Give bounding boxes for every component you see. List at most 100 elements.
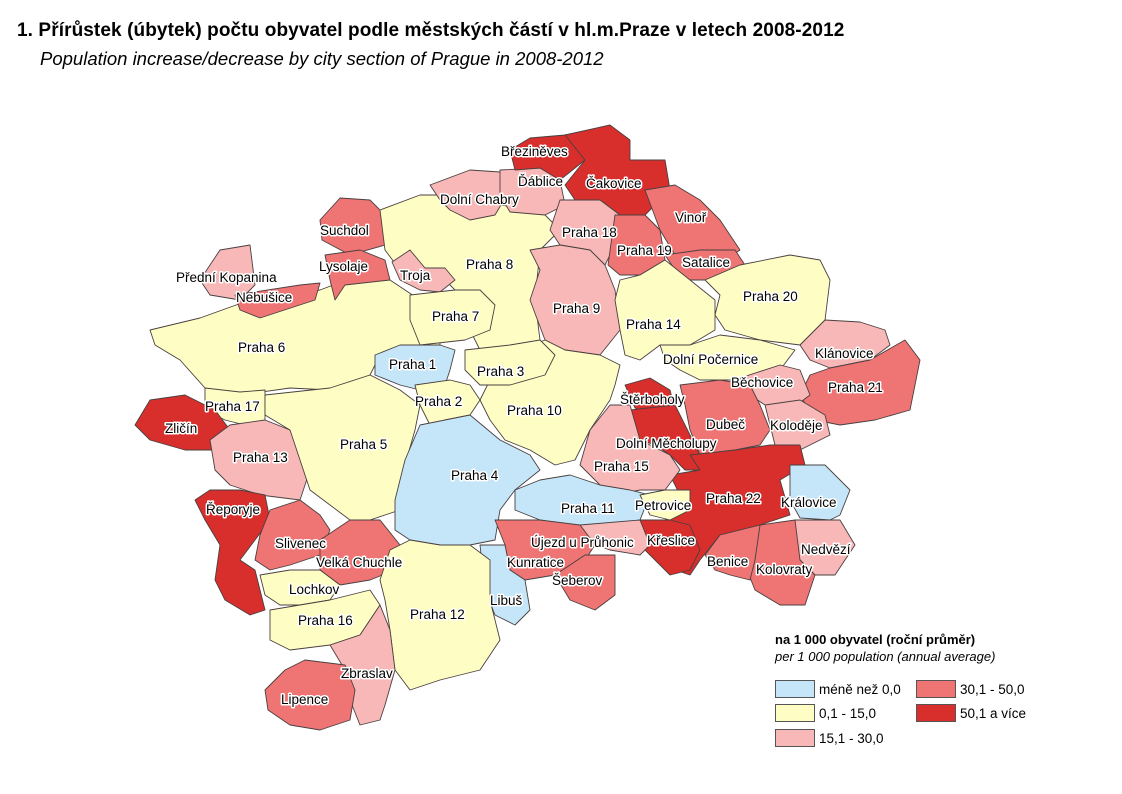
legend: na 1 000 obyvatel (roční průměr) per 1 0…	[775, 632, 995, 664]
district-nebusice	[234, 282, 321, 319]
legend-label: 30,1 - 50,0	[960, 681, 1025, 697]
district-label-bechovice: Běchovice	[731, 375, 793, 390]
legend-title: na 1 000 obyvatel (roční průměr)	[775, 632, 976, 647]
district-praha-1	[374, 344, 456, 391]
legend-label: 15,1 - 30,0	[819, 730, 884, 746]
legend-swatch	[916, 680, 956, 698]
district-label-praha-21: Praha 21	[828, 380, 883, 395]
district-label-libus: Libuš	[490, 593, 523, 608]
legend-label: 50,1 a více	[960, 705, 1027, 721]
district-label-praha-14: Praha 14	[626, 317, 681, 332]
district-label-praha-3: Praha 3	[477, 364, 524, 379]
district-label-kolovraty: Kolovraty	[756, 562, 813, 577]
district-praha-3	[464, 339, 556, 386]
district-label-seberov: Šeberov	[552, 573, 603, 588]
legend-swatch	[916, 704, 956, 722]
district-label-praha-17: Praha 17	[205, 399, 260, 414]
legend-item: 30,1 - 50,0	[916, 680, 1025, 698]
district-petrovice	[639, 489, 691, 521]
legend-item: méně než 0,0	[775, 680, 901, 698]
district-shapes	[134, 124, 921, 731]
district-label-praha-20: Praha 20	[743, 289, 798, 304]
district-label-praha-2: Praha 2	[415, 394, 462, 409]
district-label-dablice: Ďáblice	[518, 174, 563, 189]
district-praha-15	[579, 404, 681, 496]
district-label-kunratice: Kunratice	[507, 555, 564, 570]
legend-swatch	[775, 704, 815, 722]
district-label-kolodeje: Koloděje	[770, 418, 823, 433]
district-label-dubec: Dubeč	[706, 417, 745, 432]
district-praha-9	[529, 244, 621, 356]
district-kolodeje	[764, 399, 831, 451]
district-label-lochkov: Lochkov	[289, 582, 340, 597]
district-label-troja: Troja	[400, 268, 431, 283]
district-label-lipence: Lipence	[281, 692, 328, 707]
district-label-kralovice: Královice	[781, 495, 837, 510]
district-label-nebusice: Nebušice	[236, 290, 292, 305]
district-label-praha-13: Praha 13	[233, 450, 288, 465]
district-label-suchdol: Suchdol	[320, 223, 369, 238]
district-label-praha-9: Praha 9	[553, 301, 600, 316]
district-lysolaje	[324, 249, 391, 301]
district-reporyje	[194, 489, 271, 616]
district-label-lysolaje: Lysolaje	[319, 259, 368, 274]
district-label-kreslice: Křeslice	[647, 533, 695, 548]
district-label-nedvezi: Nedvězí	[801, 542, 851, 557]
district-label-praha-18: Praha 18	[562, 225, 617, 240]
district-label-klanovice: Klánovice	[815, 346, 874, 361]
district-label-dolni-mecholupy: Dolní Měcholupy	[616, 436, 717, 451]
district-praha-11	[514, 474, 651, 526]
district-label-praha-5: Praha 5	[340, 437, 387, 452]
district-label-brezineves: Březiněves	[501, 144, 568, 159]
district-label-cakovice: Čakovice	[586, 176, 642, 191]
district-label-praha-4: Praha 4	[451, 468, 499, 483]
district-label-zlicin: Zličín	[165, 421, 197, 436]
district-label-predni-kopanina: Přední Kopanina	[176, 270, 277, 285]
legend-label: méně než 0,0	[819, 681, 901, 697]
district-praha-13	[209, 419, 311, 501]
district-label-satalice: Satalice	[682, 255, 730, 270]
district-dubec	[679, 379, 771, 456]
district-label-praha-6: Praha 6	[238, 340, 285, 355]
legend-swatch	[775, 680, 815, 698]
district-dolni-mecholupy	[629, 404, 701, 471]
district-slivenec	[254, 499, 331, 571]
district-label-petrovice: Petrovice	[635, 498, 691, 513]
district-labels: Praha 6 Přední Kopanina Nebušice Suchdol Lys…	[164, 143, 885, 709]
district-klanovice	[799, 319, 891, 369]
district-dolni-chabry	[429, 169, 511, 221]
district-label-praha-19: Praha 19	[617, 243, 672, 258]
legend-item: 0,1 - 15,0	[775, 704, 876, 722]
district-label-praha-8: Praha 8	[466, 257, 513, 272]
district-label-benice: Benice	[707, 554, 748, 569]
map-subtitle: Population increase/decrease by city sec…	[40, 48, 604, 69]
map-title: 1. Přírůstek (úbytek) počtu obyvatel pod…	[17, 20, 845, 41]
district-lipence	[264, 659, 356, 731]
legend-item: 50,1 a více	[916, 704, 1026, 722]
district-benice	[704, 524, 761, 581]
district-label-slivenec: Slivenec	[275, 536, 326, 551]
district-label-sterboholy: Štěrboholy	[620, 392, 685, 407]
district-label-praha-11: Praha 11	[561, 501, 615, 516]
district-label-velka-chuchle: Velká Chuchle	[316, 555, 402, 570]
district-label-praha-16: Praha 16	[298, 613, 353, 628]
district-predni-kopanina	[199, 244, 256, 301]
district-kralovice	[789, 464, 851, 521]
district-label-praha-22: Praha 22	[706, 491, 761, 506]
district-praha-7	[409, 289, 496, 346]
legend-subtitle: per 1 000 population (annual average)	[775, 649, 996, 664]
district-label-praha-1: Praha 1	[389, 357, 436, 372]
district-praha-12	[379, 539, 501, 691]
legend-item: 15,1 - 30,0	[775, 729, 884, 747]
district-label-praha-10: Praha 10	[507, 403, 562, 418]
district-troja	[391, 249, 456, 293]
district-label-praha-12: Praha 12	[410, 607, 465, 622]
legend-swatch	[775, 729, 815, 747]
district-label-dolni-pocernice: Dolní Počernice	[663, 352, 758, 367]
district-label-vinor: Vinoř	[675, 210, 707, 225]
legend-label: 0,1 - 15,0	[819, 705, 877, 721]
district-label-reporyje: Řeporyje	[206, 502, 260, 517]
district-label-praha-7: Praha 7	[432, 309, 479, 324]
